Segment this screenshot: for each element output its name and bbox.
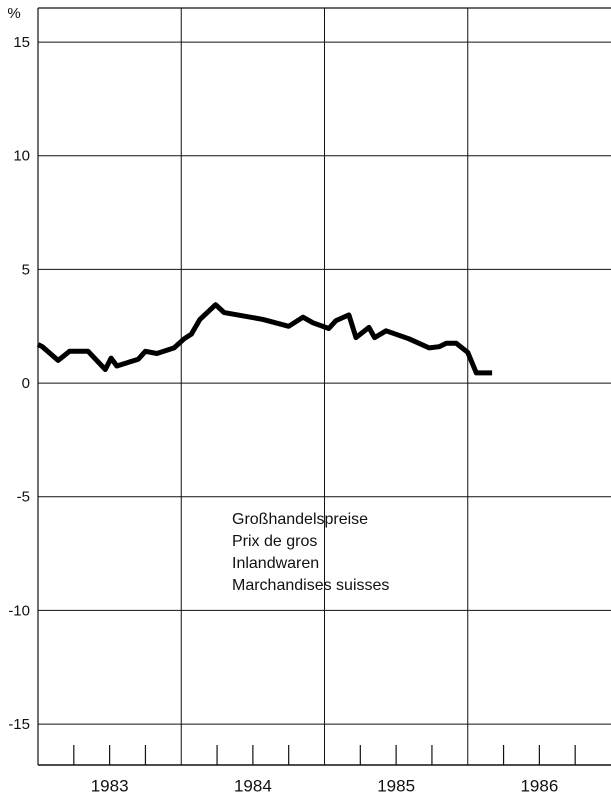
annotation: Inlandwaren — [232, 555, 319, 572]
annotation: Prix de gros — [232, 533, 317, 550]
y-tick-label: -5 — [17, 489, 30, 506]
y-tick-label: 15 — [13, 34, 30, 51]
annotation: Marchandises suisses — [232, 577, 389, 594]
y-tick-label: 0 — [22, 375, 30, 392]
y-tick-label: -10 — [8, 602, 30, 619]
y-tick-label: -15 — [8, 716, 30, 733]
x-tick-label: 1986 — [520, 776, 558, 795]
y-tick-label: 10 — [13, 148, 30, 165]
y-tick-label: 5 — [22, 261, 30, 278]
annotation: Großhandelspreise — [232, 511, 368, 528]
x-tick-label: 1985 — [377, 776, 415, 795]
x-tick-label: 1983 — [91, 776, 129, 795]
x-tick-label: 1984 — [234, 776, 272, 795]
data-line — [36, 302, 493, 376]
y-axis-label: % — [7, 5, 20, 22]
